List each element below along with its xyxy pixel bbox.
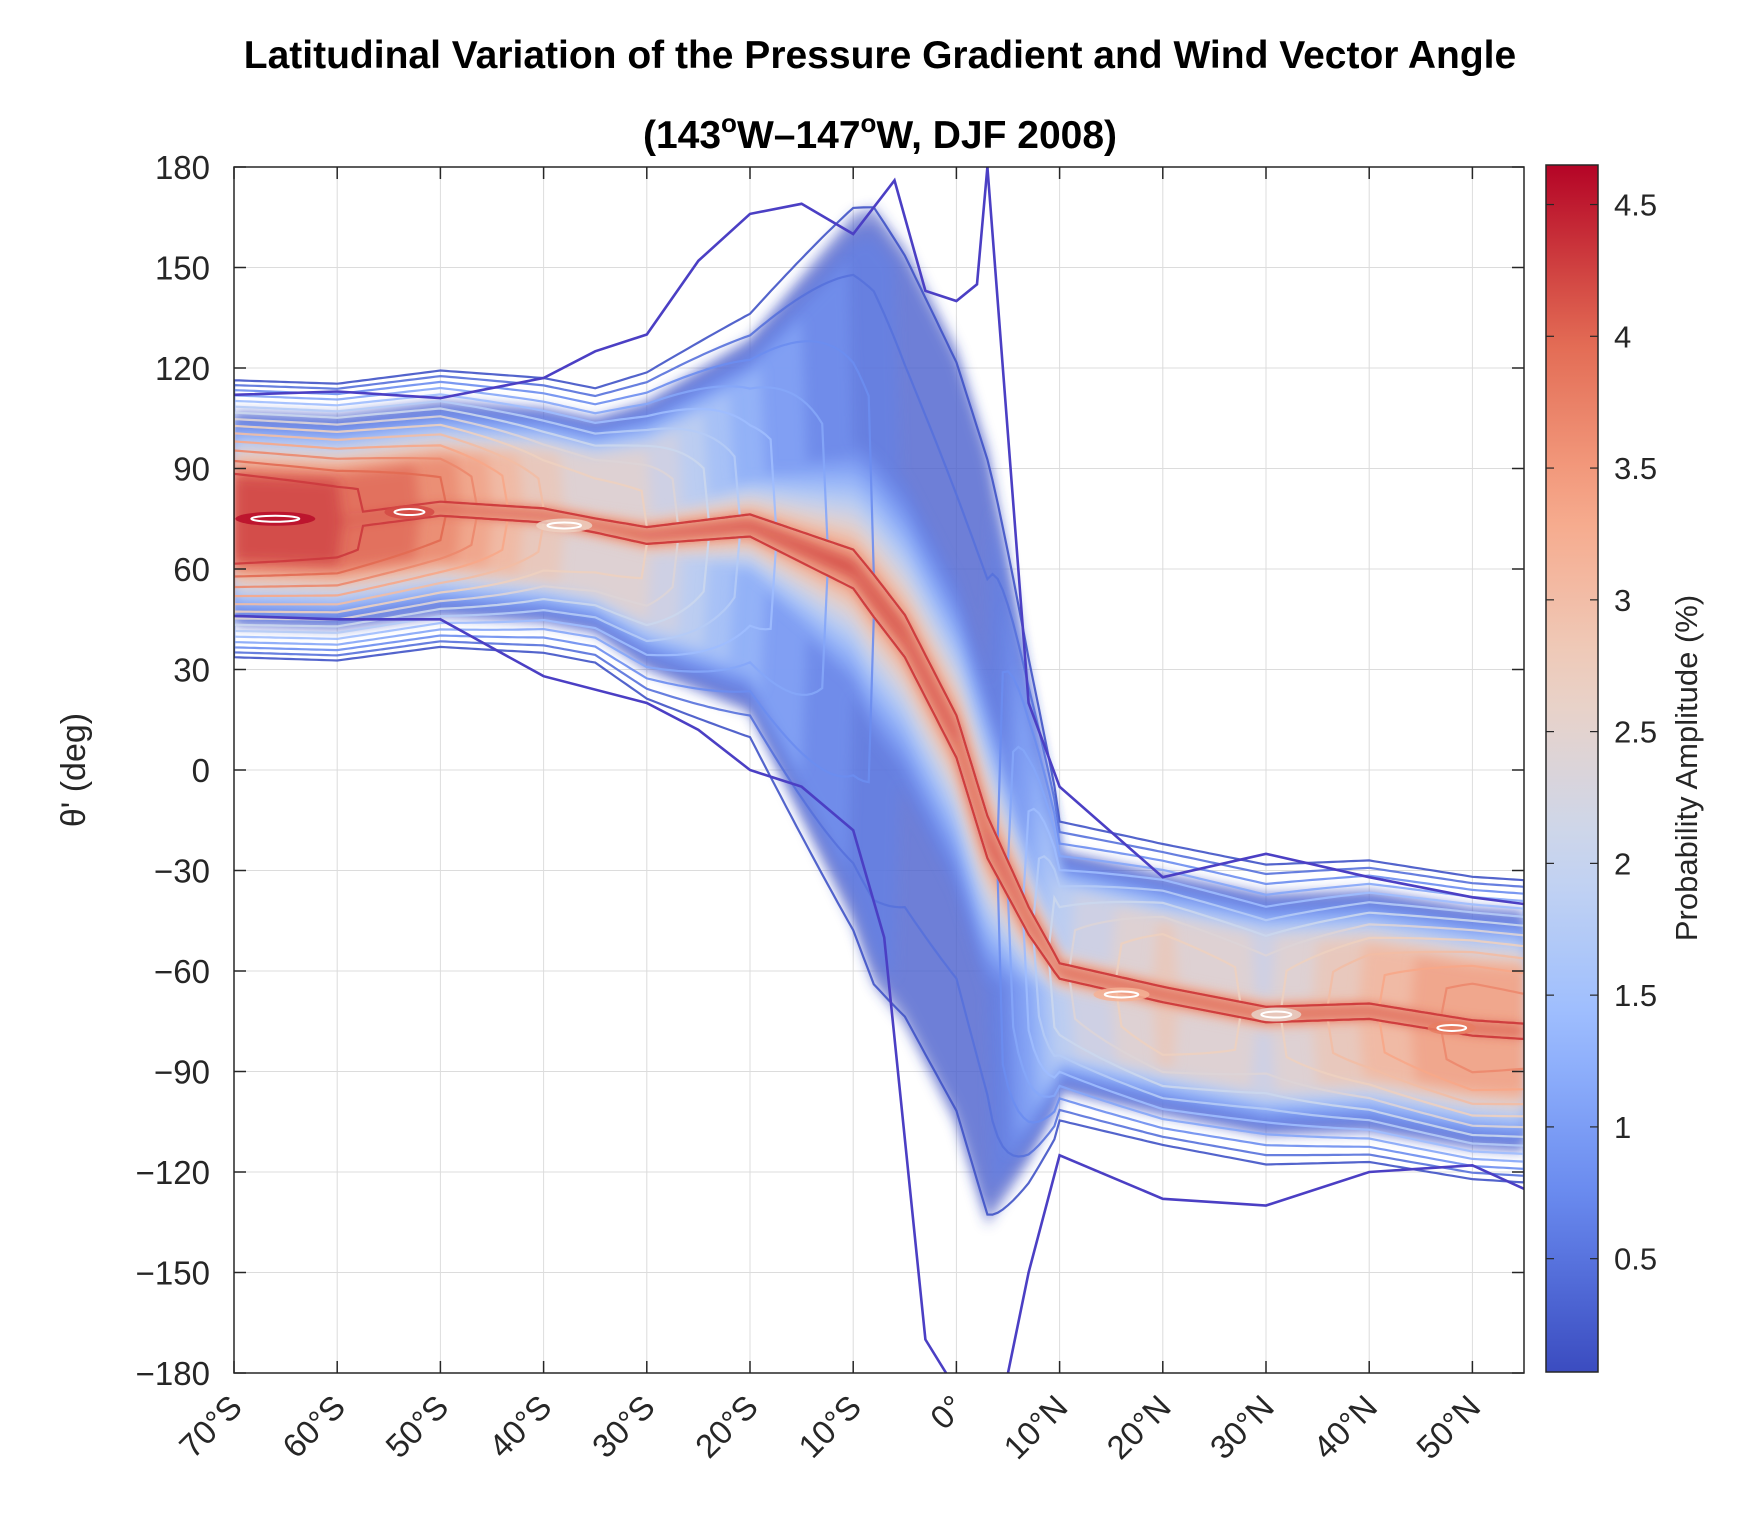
y-tick-label: −60 [154, 953, 210, 990]
contour-line [234, 273, 1524, 1177]
contour-line [234, 472, 1524, 1041]
contour-core-line [1103, 990, 1140, 999]
x-tick-label: 50°S [378, 1388, 455, 1465]
contour-core [536, 518, 593, 533]
x-tick-label: 20°N [1099, 1388, 1177, 1466]
contour-core-line [1260, 1010, 1293, 1019]
y-tick-labels: 180 150 120 90 60 30 0 −30 −60 −90 −120 −150 −180 [136, 149, 210, 1392]
y-tick-label: −150 [136, 1255, 210, 1292]
x-tick-labels: 70°S 60°S 50°S 40°S 30°S 20°S 10°S 0° 10°N 20°N 30… [172, 1388, 1487, 1466]
colorbar-tick-label: 3.5 [1614, 451, 1657, 486]
y-tick-label: 60 [173, 551, 210, 588]
y-tick-label: 180 [155, 149, 210, 186]
contour-line [234, 385, 1524, 1163]
contour-line [234, 400, 1524, 1147]
outer-contour-line [234, 167, 989, 400]
colorbar-label: Probability Amplitude (%) [1669, 595, 1704, 941]
contour-field [234, 167, 1524, 1373]
colorbar: 4.5 4 3.5 3 2.5 2 1.5 1 0.5 Probability Amplitud… [1545, 164, 1704, 1373]
x-tick-label: 30°S [585, 1388, 662, 1465]
outer-contour-line [234, 614, 948, 1373]
degree-superscript-2: o [861, 108, 877, 138]
degree-superscript-1: o [721, 108, 737, 138]
colorbar-tick-label: 2.5 [1614, 715, 1657, 750]
colorbar-tick-label: 3 [1614, 583, 1631, 618]
y-tick-label: −30 [154, 853, 210, 890]
x-tick-label: 20°S [688, 1388, 765, 1465]
y-tick-label: 150 [155, 250, 210, 287]
contour-fill-level [234, 465, 1524, 1035]
contour-core-line [1436, 1023, 1468, 1032]
contour-line [234, 206, 1524, 1216]
colorbar-tick-label: 2 [1614, 846, 1631, 881]
contour-core [1093, 987, 1150, 1002]
colorbar-ticks: 4.5 4 3.5 3 2.5 2 1.5 1 0.5 [1546, 188, 1657, 1277]
tick-marks [233, 166, 1524, 1374]
colorbar-tick-label: 1 [1614, 1110, 1631, 1145]
y-axis-label: θ' (deg) [55, 713, 93, 827]
colorbar-tick-label: 1.5 [1614, 978, 1657, 1013]
chart-title-line1: Latitudinal Variation of the Pressure Gr… [244, 34, 1516, 77]
x-tick-label: 70°S [172, 1388, 249, 1465]
x-tick-label: 40°S [482, 1388, 559, 1465]
x-tick-label: 0° [923, 1388, 971, 1436]
contour-core [1251, 1007, 1302, 1022]
contour-core-line [250, 514, 301, 523]
outer-contour-line [1006, 1153, 1524, 1373]
contour-core [235, 511, 316, 526]
y-tick-label: −90 [154, 1054, 210, 1091]
y-tick-label: 120 [155, 350, 210, 387]
y-tick-label: −120 [136, 1154, 210, 1191]
x-tick-label: 10°N [996, 1388, 1074, 1466]
x-tick-label: 50°N [1409, 1388, 1487, 1466]
y-tick-label: 0 [192, 752, 210, 789]
x-tick-label: 40°N [1306, 1388, 1384, 1466]
contour-core-line [393, 508, 426, 517]
chart-title-line2-part3: W, DJF 2008) [876, 114, 1117, 157]
x-tick-label: 60°S [275, 1388, 352, 1465]
colorbar-tick-label: 4 [1614, 319, 1631, 354]
chart-title-line2-part2: W–147 [737, 114, 861, 157]
chart-title-line2: (143oW–147oW, DJF 2008) [643, 108, 1117, 157]
colorbar-tick-label: 0.5 [1614, 1242, 1657, 1277]
y-tick-label: 30 [173, 652, 210, 689]
contour-line [234, 415, 1524, 1129]
contour-core [384, 505, 435, 520]
y-tick-label: 90 [173, 451, 210, 488]
y-tick-label: −180 [136, 1355, 210, 1392]
contour-core-line [546, 521, 583, 530]
x-tick-label: 30°N [1203, 1388, 1281, 1466]
contour-line [234, 393, 1524, 1156]
contour-line [234, 407, 1524, 1139]
contour-fill-level [234, 440, 1524, 1108]
x-tick-label: 10°S [791, 1388, 868, 1465]
contour-line [234, 340, 1524, 1171]
chart-title-line2-part1: (143 [643, 114, 721, 157]
outer-contour-line [986, 167, 1524, 906]
colorbar-tick-label: 4.5 [1614, 188, 1657, 223]
colorbar-gradient [1545, 164, 1599, 1373]
plot-area [233, 166, 1525, 1374]
contour-core [1427, 1020, 1476, 1035]
